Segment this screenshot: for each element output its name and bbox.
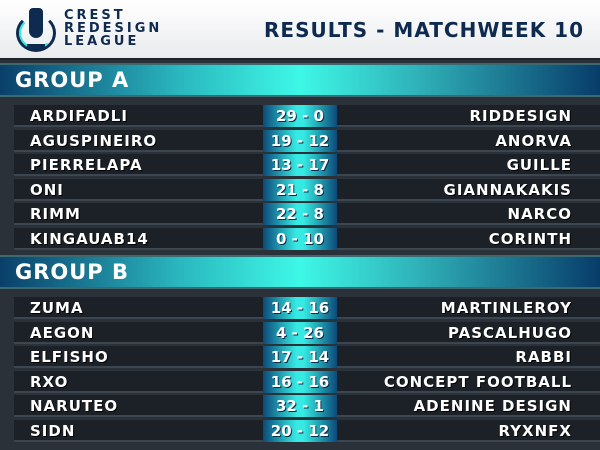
match-score: 17 - 14: [263, 346, 337, 368]
away-team: MARTINLEROY: [440, 299, 572, 317]
group-b-header: GROUP B: [0, 255, 600, 289]
match-row: RXO 16 - 16 CONCEPT FOOTBALL: [14, 370, 600, 393]
match-row: ONI 21 - 8 GIANNAKAKIS: [14, 178, 600, 201]
home-team: RXO: [30, 372, 69, 391]
home-team: ONI: [30, 180, 64, 199]
match-score: 13 - 17: [263, 154, 337, 176]
match-score: 20 - 12: [263, 419, 337, 442]
match-score: 22 - 8: [263, 203, 337, 225]
match-row: RIMM 22 - 8 NARCO: [14, 203, 600, 225]
home-team: NARUTEO: [30, 397, 119, 415]
home-team: KINGAUAB14: [30, 229, 149, 248]
match-row: KINGAUAB14 0 - 10 CORINTH: [14, 227, 600, 250]
match-score: 29 - 0: [263, 105, 337, 127]
match-row: ARDIFADLI 29 - 0 RIDDESIGN: [14, 105, 600, 127]
home-team: AEGON: [30, 323, 95, 342]
home-team: AGUSPINEIRO: [30, 131, 158, 150]
group-a-header: GROUP A: [0, 63, 600, 97]
match-score: 32 - 1: [263, 395, 337, 417]
home-team: PIERRELAPA: [30, 156, 143, 174]
match-row: ELFISHO 17 - 14 RABBI: [14, 346, 600, 368]
match-score: 14 - 16: [263, 297, 337, 319]
away-team: GIANNAKAKIS: [443, 180, 572, 199]
match-row: ZUMA 14 - 16 MARTINLEROY: [14, 297, 600, 319]
match-row: AGUSPINEIRO 19 - 12 ANORVA: [14, 129, 600, 152]
match-row: PIERRELAPA 13 - 17 GUILLE: [14, 154, 600, 176]
header: CREST REDESIGN LEAGUE RESULTS - MATCHWEE…: [0, 0, 600, 60]
group-title: GROUP B: [15, 260, 130, 284]
home-team: SIDN: [30, 421, 76, 440]
league-brand: CREST REDESIGN LEAGUE: [64, 9, 162, 48]
away-team: CORINTH: [488, 229, 572, 248]
away-team: ANORVA: [495, 131, 572, 150]
trophy-crest-icon: [16, 8, 56, 54]
away-team: NARCO: [507, 205, 572, 223]
home-team: ZUMA: [30, 299, 84, 317]
away-team: RABBI: [515, 348, 572, 366]
match-score: 16 - 16: [263, 370, 337, 393]
page-title: RESULTS - MATCHWEEK 10: [264, 18, 584, 42]
match-row: AEGON 4 - 26 PASCALHUGO: [14, 321, 600, 344]
match-row: SIDN 20 - 12 RYXNFX: [14, 419, 600, 442]
home-team: ARDIFADLI: [30, 107, 128, 125]
brand-line: REDESIGN: [64, 21, 163, 36]
match-score: 4 - 26: [263, 321, 337, 344]
home-team: RIMM: [30, 205, 81, 223]
match-row: NARUTEO 32 - 1 ADENINE DESIGN: [14, 395, 600, 417]
away-team: GUILLE: [506, 156, 572, 174]
away-team: RIDDESIGN: [469, 107, 572, 125]
group-title: GROUP A: [15, 68, 130, 92]
away-team: ADENINE DESIGN: [413, 397, 572, 415]
brand-line: LEAGUE: [64, 34, 140, 49]
away-team: CONCEPT FOOTBALL: [383, 372, 572, 391]
match-score: 21 - 8: [263, 178, 337, 201]
away-team: RYXNFX: [498, 421, 572, 440]
match-score: 19 - 12: [263, 129, 337, 152]
away-team: PASCALHUGO: [447, 323, 572, 342]
home-team: ELFISHO: [30, 348, 109, 366]
brand-line: CREST: [64, 8, 126, 23]
match-score: 0 - 10: [263, 227, 337, 250]
